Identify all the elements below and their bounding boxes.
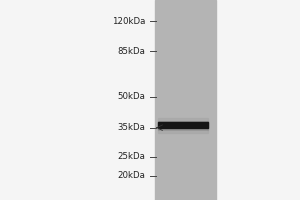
Bar xyxy=(158,122,208,128)
Text: 50kDa: 50kDa xyxy=(118,92,146,101)
Text: 120kDa: 120kDa xyxy=(112,17,146,26)
Bar xyxy=(158,121,208,130)
Text: 20kDa: 20kDa xyxy=(118,171,146,180)
Text: 35kDa: 35kDa xyxy=(118,123,146,132)
Bar xyxy=(158,118,208,133)
Bar xyxy=(154,0,216,200)
Text: 25kDa: 25kDa xyxy=(118,152,146,161)
Text: 85kDa: 85kDa xyxy=(118,47,146,56)
